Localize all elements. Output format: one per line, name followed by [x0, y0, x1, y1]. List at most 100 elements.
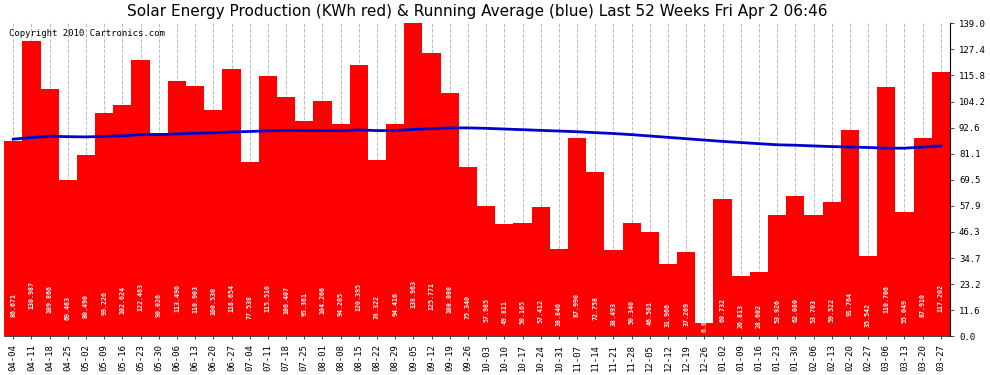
Text: 38.493: 38.493	[611, 302, 617, 326]
Text: 38.846: 38.846	[556, 302, 562, 326]
Bar	[805, 215, 823, 336]
Text: 50.340: 50.340	[629, 300, 635, 324]
Text: 28.602: 28.602	[756, 304, 762, 328]
Bar	[714, 200, 732, 336]
Bar	[732, 276, 749, 336]
Text: 49.811: 49.811	[501, 300, 507, 324]
Bar	[4, 141, 23, 336]
Text: 106.407: 106.407	[283, 286, 289, 314]
Text: 78.322: 78.322	[374, 295, 380, 319]
Bar	[332, 124, 349, 336]
Bar	[677, 252, 695, 336]
Text: 100.530: 100.530	[210, 287, 217, 315]
Text: 102.624: 102.624	[120, 286, 126, 315]
Title: Solar Energy Production (KWh red) & Running Average (blue) Last 52 Weeks Fri Apr: Solar Energy Production (KWh red) & Runn…	[127, 4, 828, 19]
Text: 125.771: 125.771	[429, 282, 435, 310]
Bar	[623, 223, 641, 336]
Text: 35.542: 35.542	[865, 303, 871, 327]
Text: 138.963: 138.963	[411, 280, 417, 308]
Bar	[586, 172, 604, 336]
Text: 94.416: 94.416	[392, 292, 398, 316]
Text: 90.026: 90.026	[155, 293, 161, 317]
Bar	[204, 110, 223, 336]
Bar	[549, 249, 568, 336]
Text: 130.987: 130.987	[29, 281, 35, 309]
Bar	[423, 53, 441, 336]
Text: 55.049: 55.049	[902, 299, 908, 323]
Text: 108.080: 108.080	[446, 285, 452, 314]
Bar	[441, 93, 458, 336]
Bar	[841, 129, 859, 336]
Text: 31.966: 31.966	[665, 303, 671, 327]
Text: 104.266: 104.266	[320, 286, 326, 314]
Text: 113.496: 113.496	[174, 285, 180, 312]
Text: 87.910: 87.910	[920, 293, 926, 317]
Text: 94.205: 94.205	[338, 292, 344, 316]
Bar	[295, 122, 314, 336]
Bar	[458, 166, 477, 336]
Bar	[404, 23, 423, 336]
Bar	[859, 256, 877, 336]
Bar	[749, 272, 768, 336]
Text: 91.764: 91.764	[846, 292, 853, 316]
Bar	[149, 134, 168, 336]
Bar	[695, 322, 714, 336]
Text: 72.758: 72.758	[592, 296, 598, 320]
Bar	[386, 124, 404, 336]
Bar	[495, 224, 514, 336]
Bar	[58, 180, 77, 336]
Bar	[77, 155, 95, 336]
Text: 57.985: 57.985	[483, 298, 489, 322]
Text: 26.813: 26.813	[738, 304, 743, 328]
Text: 118.654: 118.654	[229, 284, 235, 312]
Bar	[368, 160, 386, 336]
Bar	[914, 138, 932, 336]
Text: 110.706: 110.706	[883, 285, 889, 313]
Text: 37.269: 37.269	[683, 302, 689, 326]
Bar	[786, 196, 805, 336]
Text: 95.361: 95.361	[301, 292, 307, 316]
Bar	[132, 60, 149, 336]
Text: 53.926: 53.926	[774, 299, 780, 323]
Text: 60.732: 60.732	[720, 298, 726, 322]
Text: 122.463: 122.463	[138, 283, 144, 311]
Bar	[823, 202, 841, 336]
Text: 50.165: 50.165	[520, 300, 526, 324]
Bar	[477, 206, 495, 336]
Text: 57.412: 57.412	[538, 298, 544, 322]
Bar	[95, 113, 113, 336]
Text: 77.538: 77.538	[247, 295, 252, 319]
Bar	[41, 89, 58, 336]
Text: 87.990: 87.990	[574, 293, 580, 317]
Text: Copyright 2010 Cartronics.com: Copyright 2010 Cartronics.com	[9, 29, 164, 38]
Bar	[604, 250, 623, 336]
Text: 120.395: 120.395	[355, 283, 361, 311]
Text: 117.202: 117.202	[938, 284, 943, 312]
Bar	[768, 215, 786, 336]
Bar	[241, 162, 258, 336]
Text: 109.866: 109.866	[47, 285, 52, 313]
Text: 80.490: 80.490	[83, 294, 89, 318]
Bar	[258, 76, 277, 336]
Bar	[877, 87, 895, 336]
Bar	[895, 212, 914, 336]
Text: 86.671: 86.671	[10, 293, 16, 317]
Bar	[349, 65, 368, 336]
Bar	[568, 138, 586, 336]
Bar	[168, 81, 186, 336]
Text: 46.501: 46.501	[646, 300, 652, 324]
Bar	[223, 69, 241, 336]
Text: 69.463: 69.463	[64, 296, 71, 320]
Text: 115.510: 115.510	[265, 284, 271, 312]
Text: 99.226: 99.226	[101, 291, 107, 315]
Bar	[277, 96, 295, 336]
Bar	[659, 264, 677, 336]
Text: 75.340: 75.340	[465, 296, 471, 320]
Text: 110.903: 110.903	[192, 285, 198, 313]
Text: 53.703: 53.703	[811, 299, 817, 323]
Bar	[932, 72, 950, 336]
Bar	[641, 231, 659, 336]
Bar	[314, 101, 332, 336]
Bar	[514, 223, 532, 336]
Bar	[186, 86, 204, 336]
